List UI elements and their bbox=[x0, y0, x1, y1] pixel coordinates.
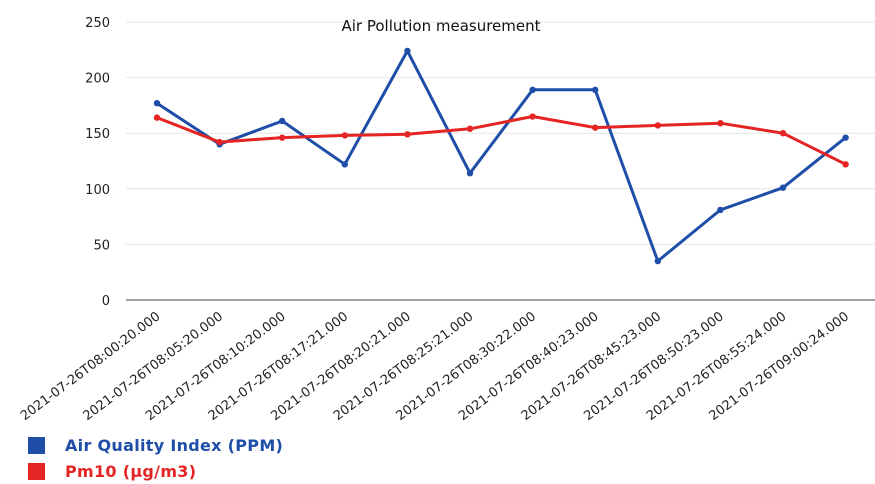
data-point bbox=[341, 161, 348, 168]
legend-swatch-aqi bbox=[28, 436, 45, 454]
legend-swatch-pm10 bbox=[28, 462, 45, 480]
data-point bbox=[279, 134, 286, 141]
y-tick-label: 0 bbox=[102, 294, 110, 309]
y-tick-label: 150 bbox=[85, 127, 110, 142]
legend-label-pm10: Pm10 (μg/m3) bbox=[65, 461, 197, 481]
legend-item-aqi: Air Quality Index (PPM) bbox=[28, 432, 283, 458]
series-line-0 bbox=[155, 49, 848, 263]
y-axis-ticks: 0 50 100 150 200 250 bbox=[85, 16, 110, 309]
chart-title: Air Pollution measurement bbox=[341, 17, 540, 35]
data-point bbox=[153, 99, 161, 107]
data-point bbox=[404, 131, 411, 138]
data-point bbox=[779, 184, 787, 191]
data-point bbox=[466, 170, 474, 177]
data-point bbox=[341, 132, 348, 139]
data-point bbox=[717, 206, 724, 214]
data-point bbox=[779, 130, 787, 137]
data-point bbox=[466, 125, 474, 132]
data-point bbox=[529, 86, 536, 94]
data-point bbox=[654, 122, 661, 129]
series-line-1 bbox=[155, 115, 848, 166]
y-tick-label: 100 bbox=[85, 183, 110, 198]
y-tick-label: 200 bbox=[85, 72, 110, 87]
legend: Air Quality Index (PPM) Pm10 (μg/m3) bbox=[28, 432, 283, 484]
legend-item-pm10: Pm10 (μg/m3) bbox=[28, 458, 283, 484]
y-tick-label: 250 bbox=[85, 16, 110, 31]
data-point bbox=[842, 134, 849, 141]
x-axis-ticks: 2021-07-26T08:00:20.0002021-07-26T08:05:… bbox=[18, 309, 852, 424]
data-point bbox=[404, 47, 411, 55]
data-point bbox=[717, 119, 724, 127]
data-point bbox=[153, 114, 161, 121]
data-point bbox=[279, 117, 286, 125]
data-point bbox=[529, 113, 536, 120]
data-point bbox=[842, 161, 849, 168]
legend-label-aqi: Air Quality Index (PPM) bbox=[65, 435, 284, 455]
gridlines bbox=[126, 21, 875, 301]
data-point bbox=[592, 86, 599, 94]
data-point bbox=[592, 124, 599, 131]
data-point bbox=[654, 257, 661, 265]
y-tick-label: 50 bbox=[93, 238, 110, 253]
data-point bbox=[216, 138, 223, 146]
series-lines bbox=[153, 47, 849, 265]
